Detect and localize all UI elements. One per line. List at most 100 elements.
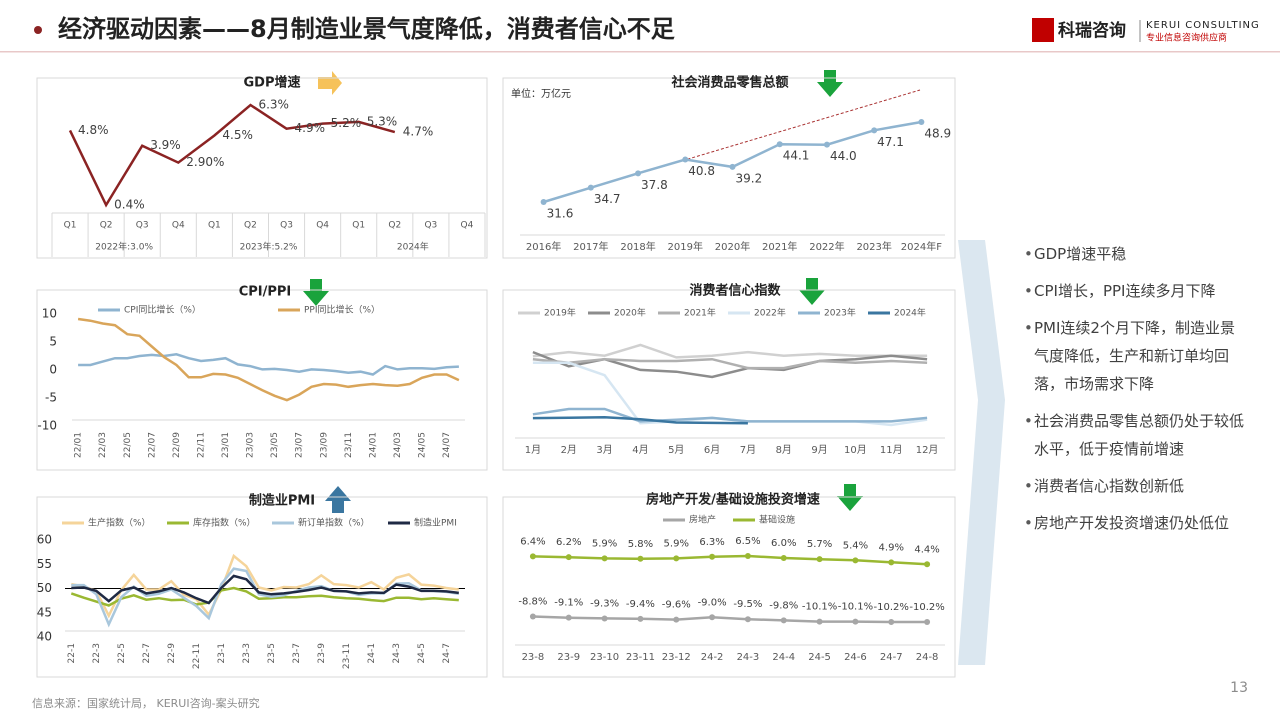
- panel: [502, 496, 956, 678]
- x-tick-label: 24-1: [367, 643, 377, 663]
- x-tick-label: 9月: [811, 444, 827, 456]
- y-tick-label: 10: [42, 307, 57, 321]
- point: [635, 170, 642, 177]
- y-tick-label: 0: [49, 363, 57, 377]
- y-tick-label: 40: [37, 630, 52, 644]
- group-label: 2023年:5.2%: [240, 241, 298, 253]
- x-tick-label: 23-10: [590, 652, 619, 663]
- data-label: 5.4%: [843, 540, 868, 551]
- x-tick-label: 23-8: [522, 652, 545, 663]
- legend-label: 2023年: [824, 307, 856, 319]
- series-line: [68, 103, 396, 208]
- x-tick-label: 23/09: [319, 432, 329, 458]
- chart-title: 制造业PMI: [249, 493, 315, 509]
- x-tick-label: 23-1: [217, 643, 227, 663]
- panel: [36, 496, 488, 678]
- source: 信息来源：国家统计局， KERUI咨询-案头研究: [32, 696, 260, 710]
- x-tick-label: 8月: [776, 444, 792, 456]
- legend-label: 制造业PMI: [414, 517, 457, 529]
- arrow-down: [799, 278, 825, 305]
- data-label: 47.1: [877, 135, 904, 149]
- point: [673, 616, 680, 623]
- x-tick-label: 12月: [916, 444, 939, 456]
- data-label: -10.2%: [874, 602, 909, 613]
- chart-title: CPI/PPI: [239, 285, 292, 300]
- x-tick-label: 24/01: [368, 432, 378, 458]
- x-tick-label: Q2: [388, 221, 401, 231]
- data-label: -9.3%: [590, 598, 619, 609]
- x-tick-label: 22/11: [196, 432, 206, 458]
- data-label: 0.4%: [114, 198, 145, 212]
- point: [780, 554, 787, 561]
- point: [924, 619, 931, 625]
- point: [744, 553, 751, 559]
- point: [816, 556, 823, 563]
- series-line: [71, 574, 459, 605]
- x-tick-label: 24-6: [844, 652, 867, 663]
- x-tick-label: 23-11: [626, 652, 655, 663]
- group-label: 2022年:3.0%: [95, 241, 153, 253]
- point: [852, 618, 859, 625]
- data-label: 6.0%: [771, 538, 796, 549]
- x-tick-label: 24/03: [393, 432, 403, 458]
- y-tick-label: 60: [37, 533, 52, 547]
- logo-mark: [1032, 18, 1054, 42]
- chevron-decor: [958, 240, 1005, 665]
- x-tick-label: 23-9: [317, 643, 327, 664]
- legend-label: 生产指数（%）: [88, 517, 151, 529]
- point: [601, 615, 608, 622]
- legend-label: 2021年: [684, 307, 716, 319]
- arrow-right: [318, 71, 342, 95]
- x-tick-label: 2018年: [620, 240, 655, 253]
- legend-label: 库存指数（%）: [193, 517, 256, 529]
- bullet: GDP增速平稳: [1024, 240, 1246, 268]
- data-label: 31.6: [547, 207, 574, 221]
- x-tick-label: 23/11: [344, 432, 354, 458]
- data-label: 3.9%: [150, 138, 181, 152]
- series-line: [532, 554, 928, 566]
- x-tick-label: 24-8: [916, 652, 939, 663]
- x-tick-label: 2月: [561, 444, 577, 456]
- y-tick-label: -5: [45, 391, 57, 405]
- bullet: 社会消费品零售总额仍处于较低水平，低于疫情前增速: [1024, 407, 1246, 463]
- data-label: 5.8%: [628, 539, 653, 550]
- data-label: 4.8%: [78, 123, 109, 137]
- y-tick-label: -10: [37, 419, 57, 433]
- arrow-down: [303, 279, 329, 306]
- chart-title: 社会消费品零售总额: [670, 75, 788, 91]
- x-tick-label: 6月: [704, 444, 720, 456]
- series-line: [532, 343, 928, 359]
- point: [673, 555, 680, 562]
- point: [587, 184, 594, 191]
- data-label: 40.8: [688, 164, 715, 178]
- x-tick-label: 22/01: [74, 432, 84, 458]
- legend-label: 2020年: [614, 307, 646, 319]
- point: [637, 615, 644, 622]
- x-tick-label: 2023年: [856, 240, 891, 253]
- data-label: 44.0: [830, 149, 857, 163]
- x-tick-label: 23/05: [270, 432, 280, 458]
- data-label: -10.2%: [909, 602, 944, 613]
- data-label: 39.2: [736, 171, 763, 185]
- data-label: -9.6%: [662, 600, 691, 611]
- x-tick-label: 2019年: [668, 240, 703, 253]
- logo-en: KERUI CONSULTING: [1146, 20, 1260, 31]
- point: [529, 553, 536, 560]
- x-tick-label: 1月: [525, 444, 541, 456]
- point: [776, 141, 783, 148]
- group-label: 2024年: [397, 241, 429, 253]
- y-tick-label: 50: [37, 581, 52, 595]
- x-tick-label: 23-12: [662, 652, 691, 663]
- data-label: -9.5%: [733, 599, 762, 610]
- x-tick-label: 22/05: [123, 432, 133, 458]
- bullet: CPI增长，PPI连续多月下降: [1024, 277, 1246, 305]
- logo-cn: 科瑞咨询: [1058, 20, 1126, 41]
- x-tick-label: Q4: [461, 221, 474, 231]
- y-tick-label: 5: [49, 335, 57, 349]
- data-label: -9.0%: [698, 597, 727, 608]
- data-label: -9.1%: [554, 598, 583, 609]
- x-tick-label: 23/07: [295, 432, 305, 458]
- data-label: 4.5%: [222, 128, 253, 142]
- legend-label: 房地产: [689, 514, 716, 526]
